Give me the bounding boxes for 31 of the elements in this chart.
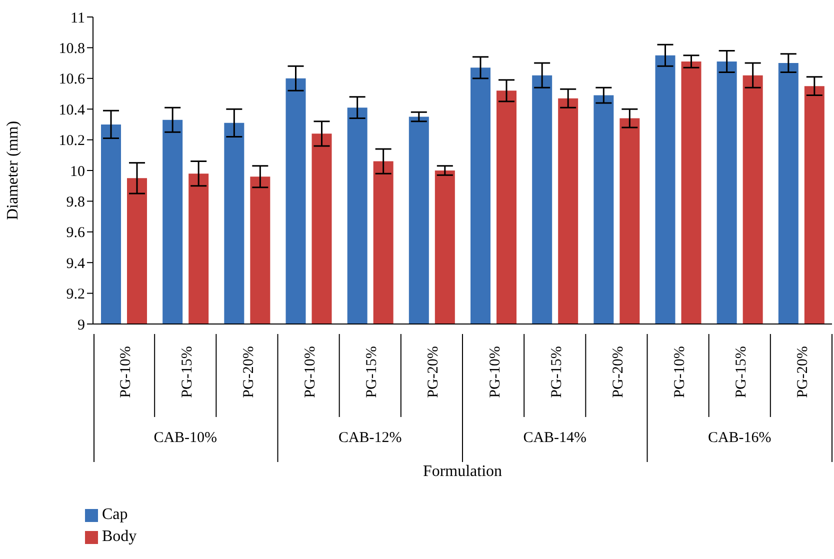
x-tick-label: PG-15% xyxy=(179,346,196,398)
y-tick-label: 9.4 xyxy=(66,256,86,272)
y-tick-label: 9 xyxy=(78,317,85,334)
x-tick-label: PG-10% xyxy=(672,346,688,398)
y-tick-label: 10.2 xyxy=(58,133,85,150)
x-tick-label: PG-10% xyxy=(302,346,319,398)
y-tick-label: 9.2 xyxy=(66,286,85,303)
x-tick-label: PG-10% xyxy=(118,346,134,398)
x-tick-label: PG-10% xyxy=(487,346,504,398)
text: CAB-14% xyxy=(523,430,587,446)
x-tick-label: PG-15% xyxy=(734,346,750,398)
x-tick-label: PG-20% xyxy=(240,346,257,398)
y-tick-label: 10.4 xyxy=(58,102,86,118)
legend-label: Cap xyxy=(102,506,128,523)
y-tick-label: 9.8 xyxy=(66,194,85,211)
text: CAB-12% xyxy=(338,430,402,446)
x-tick-label: PG-20% xyxy=(795,346,812,398)
x-tick-label: PG-20% xyxy=(610,346,626,398)
x-axis-title: Formulation xyxy=(422,463,502,480)
y-tick-label: 10.6 xyxy=(58,72,86,88)
y-tick-label: 9.6 xyxy=(66,225,86,242)
x-tick-label: PG-20% xyxy=(426,346,442,398)
text: CAB-10% xyxy=(154,430,218,446)
y-axis-title: Diameter (mm) xyxy=(4,120,22,220)
x-tick-label: PG-15% xyxy=(548,346,565,398)
y-tick-label: 10.8 xyxy=(58,41,85,58)
y-tick-label: 10 xyxy=(70,164,85,180)
y-tick-label: 11 xyxy=(70,10,85,26)
text: CAB-16% xyxy=(708,430,772,446)
x-tick-label: PG-15% xyxy=(364,346,380,398)
legend-label: Body xyxy=(102,528,137,545)
